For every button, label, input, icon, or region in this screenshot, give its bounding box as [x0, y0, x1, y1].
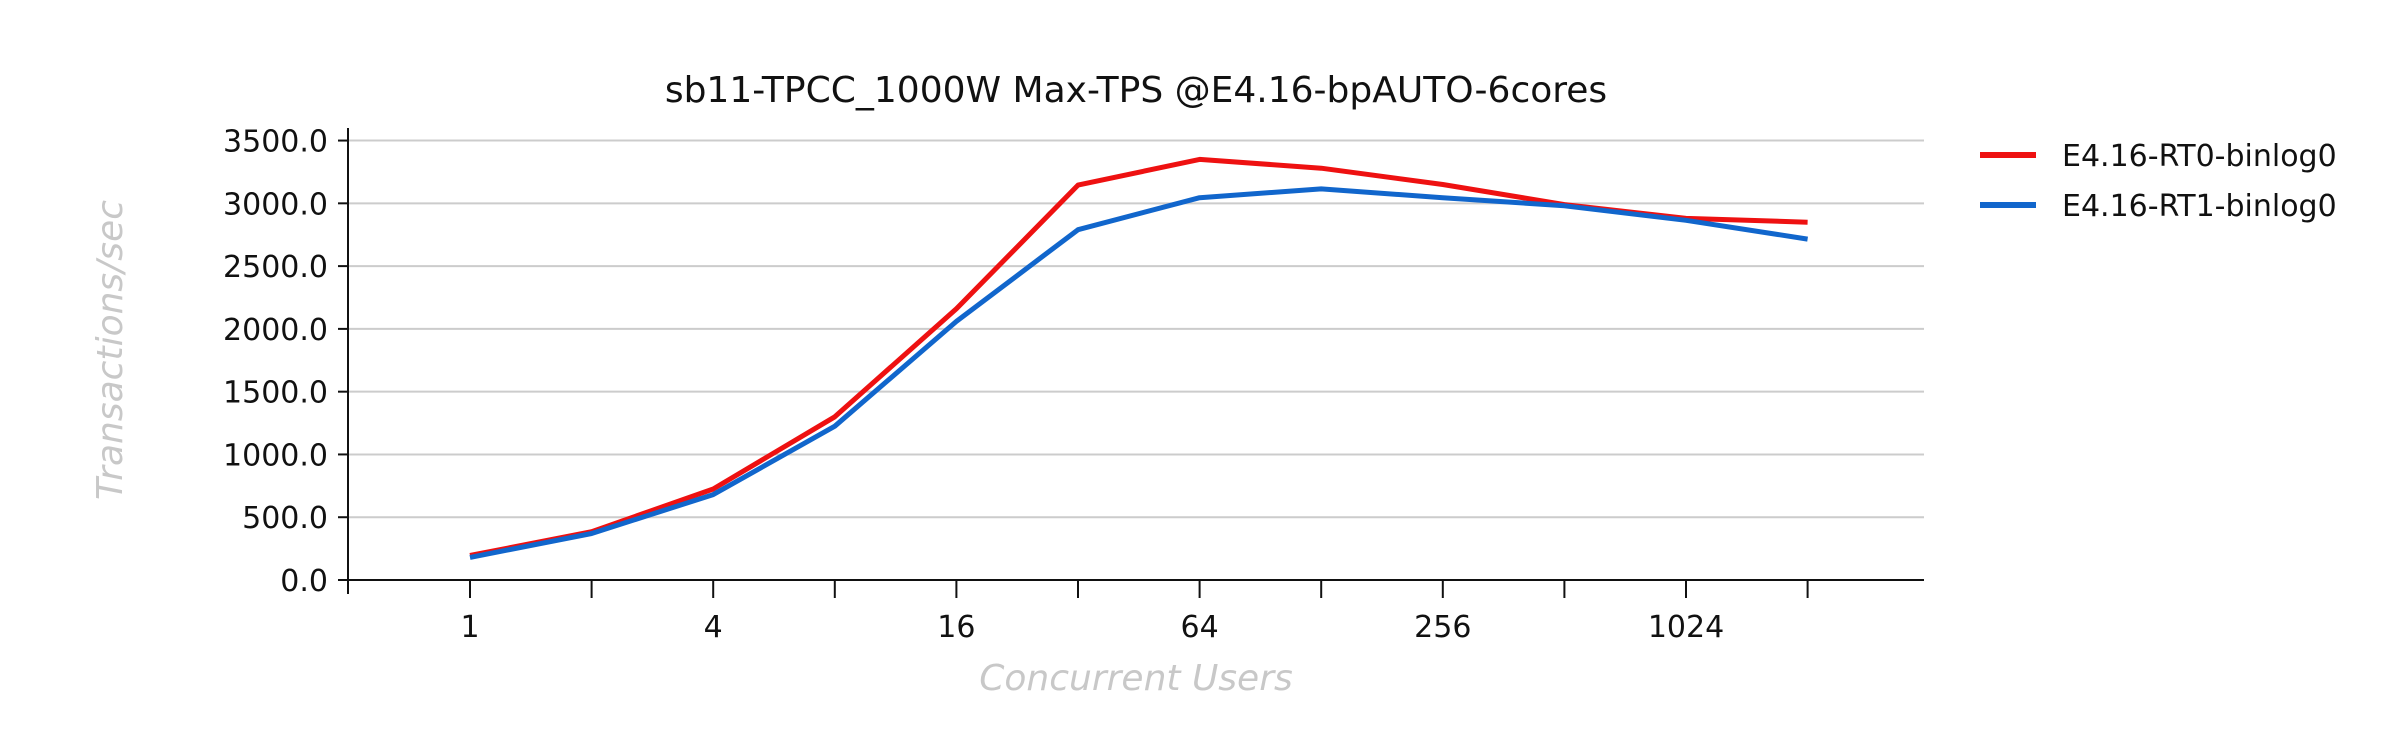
x-tick-label: 1	[460, 610, 479, 645]
chart-title: sb11-TPCC_1000W Max-TPS @E4.16-bpAUTO-6c…	[665, 70, 1607, 111]
x-tick-label: 16	[937, 610, 975, 645]
legend: E4.16-RT0-binlog0 E4.16-RT1-binlog0	[1980, 139, 2337, 224]
legend-label-2: E4.16-RT1-binlog0	[2062, 189, 2337, 224]
y-tick-label: 1000.0	[223, 438, 328, 473]
gridlines	[348, 139, 1924, 519]
y-tick-label: 3500.0	[223, 125, 328, 160]
y-tick-label: 500.0	[242, 501, 328, 536]
legend-label-1: E4.16-RT0-binlog0	[2062, 139, 2337, 174]
y-tick-label: 0.0	[280, 564, 328, 599]
y-tick-label: 2000.0	[223, 313, 328, 348]
series-line-1	[469, 156, 1808, 558]
series-line-2	[469, 186, 1808, 560]
x-axis-label: Concurrent Users	[979, 658, 1293, 699]
x-tick-label: 1024	[1648, 610, 1724, 645]
x-tick-label: 64	[1181, 610, 1219, 645]
axes: 0.0 500.0 1000.0 1500.0 2000.0 2500.0 3000.0 35…	[223, 125, 1924, 645]
y-axis-label: Transactions/sec	[90, 200, 131, 500]
y-tick-label: 3000.0	[223, 187, 328, 222]
series-lines	[469, 156, 1808, 560]
y-tick-label: 2500.0	[223, 250, 328, 285]
x-tick-label: 256	[1414, 610, 1471, 645]
y-tick-label: 1500.0	[223, 376, 328, 411]
x-tick-label: 4	[704, 610, 723, 645]
